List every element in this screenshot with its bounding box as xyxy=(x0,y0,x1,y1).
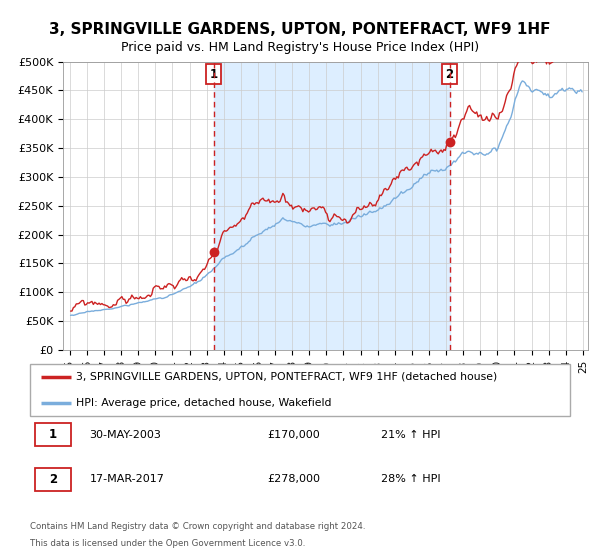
Text: Price paid vs. HM Land Registry's House Price Index (HPI): Price paid vs. HM Land Registry's House … xyxy=(121,40,479,54)
FancyBboxPatch shape xyxy=(30,364,570,416)
Bar xyxy=(214,62,449,350)
Point xyxy=(445,137,454,146)
Text: HPI: Average price, detached house, Wakefield: HPI: Average price, detached house, Wake… xyxy=(76,398,331,408)
Text: 30-MAY-2003: 30-MAY-2003 xyxy=(89,430,161,440)
Text: 1: 1 xyxy=(49,428,57,441)
FancyBboxPatch shape xyxy=(35,423,71,446)
Text: This data is licensed under the Open Government Licence v3.0.: This data is licensed under the Open Gov… xyxy=(30,539,305,548)
Text: 28% ↑ HPI: 28% ↑ HPI xyxy=(381,474,440,484)
Text: 3, SPRINGVILLE GARDENS, UPTON, PONTEFRACT, WF9 1HF: 3, SPRINGVILLE GARDENS, UPTON, PONTEFRAC… xyxy=(49,22,551,36)
Text: 2: 2 xyxy=(446,68,454,81)
Text: 21% ↑ HPI: 21% ↑ HPI xyxy=(381,430,440,440)
Text: £278,000: £278,000 xyxy=(268,474,320,484)
Text: 17-MAR-2017: 17-MAR-2017 xyxy=(89,474,164,484)
Text: 2: 2 xyxy=(49,473,57,486)
Text: 1: 1 xyxy=(209,68,218,81)
Text: 3, SPRINGVILLE GARDENS, UPTON, PONTEFRACT, WF9 1HF (detached house): 3, SPRINGVILLE GARDENS, UPTON, PONTEFRAC… xyxy=(76,372,497,382)
Text: Contains HM Land Registry data © Crown copyright and database right 2024.: Contains HM Land Registry data © Crown c… xyxy=(30,522,365,531)
Point xyxy=(209,248,218,256)
FancyBboxPatch shape xyxy=(35,468,71,491)
Text: £170,000: £170,000 xyxy=(268,430,320,440)
